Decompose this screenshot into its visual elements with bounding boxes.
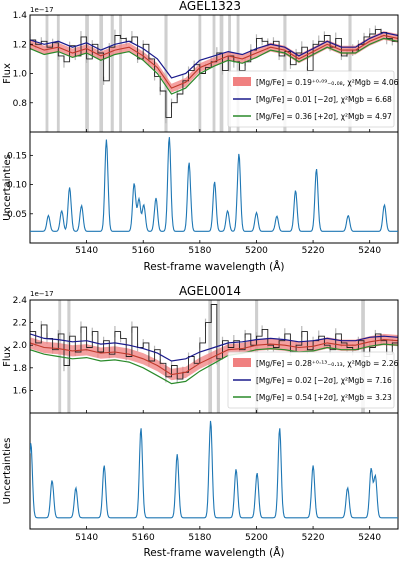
model-line — [30, 37, 398, 95]
masked-band — [212, 15, 216, 132]
model-line — [30, 343, 398, 385]
panel-title: AGEL1323 — [179, 0, 241, 13]
x-tick-label: 5240 — [358, 246, 381, 256]
observed-spectrum — [30, 304, 398, 380]
legend-label: [Mg/Fe] = 0.36 [+2σ], χ²Mgb = 4.97 — [256, 112, 392, 121]
flux-series — [30, 25, 398, 124]
x-tick-label: 5200 — [245, 246, 268, 256]
legend-swatch — [233, 77, 251, 86]
y-tick-label: 1.4 — [13, 11, 28, 21]
legend-label: [Mg/Fe] = 0.02 [−2σ], χ²Mgb = 7.16 — [256, 376, 392, 385]
model-line — [30, 339, 398, 376]
masked-band — [99, 15, 104, 132]
y-tick-label: 0.10 — [7, 181, 27, 191]
y-tick-label: 0.8 — [13, 99, 28, 109]
legend-label: [Mg/Fe] = 0.01 [−2σ], χ²Mgb = 6.68 — [256, 95, 392, 104]
legend-label: [Mg/Fe] = 0.54 [+2σ], χ²Mgb = 3.23 — [256, 393, 392, 402]
y-tick-label: 2.4 — [13, 296, 28, 306]
masked-band — [67, 300, 71, 413]
model-line — [30, 333, 398, 362]
x-axis-label: Rest-frame wavelength (Å) — [143, 260, 284, 273]
y-tick-label: 2.0 — [13, 341, 28, 351]
x-tick-label: 5240 — [358, 533, 381, 543]
x-tick-label: 5140 — [75, 533, 98, 543]
x-tick-label: 5160 — [132, 533, 155, 543]
y-tick-label: 1.2 — [13, 40, 27, 50]
uncertainty-frame — [29, 131, 399, 244]
legend-box — [227, 70, 395, 128]
panel-agel1323: AGEL1323 1e−17 0.8 1.0 1.2 1.4 Flux [Mg/Fe] =… — [2, 0, 399, 273]
x-tick-label: 5220 — [302, 246, 325, 256]
offset-text: 1e−17 — [30, 6, 54, 14]
x-tick-label: 5180 — [188, 246, 211, 256]
y-tick-label: 1.0 — [13, 70, 28, 80]
flux-ylabel: Flux — [2, 63, 13, 84]
uncertainty-series — [30, 420, 398, 519]
x-tick-label: 5140 — [75, 246, 98, 256]
legend-label: [Mg/Fe] = 0.28⁺⁰·¹³₋₀.₁₃, χ²Mgb = 2.26 — [256, 359, 399, 368]
y-tick-label: 0.15 — [7, 151, 27, 161]
masked-band — [110, 15, 114, 132]
model-line — [30, 34, 398, 89]
legend-label: [Mg/Fe] = 0.19⁺⁰·⁰⁹₋₀.₀₈, χ²Mgb = 4.06 — [256, 78, 399, 87]
masked-band — [164, 15, 168, 132]
uncertainty-series — [30, 137, 398, 232]
uncertainty-line — [30, 420, 398, 519]
x-tick-label: 5180 — [188, 533, 211, 543]
masked-band — [45, 15, 49, 132]
y-tick-label: 2.2 — [13, 319, 27, 329]
y-tick-label: 1.8 — [13, 364, 28, 374]
x-tick-label: 5160 — [132, 246, 155, 256]
uncertainty-ylabel: Uncertainties — [2, 438, 13, 505]
masked-band — [85, 15, 89, 132]
legend-box — [227, 351, 395, 409]
x-tick-label: 5220 — [302, 533, 325, 543]
y-tick-label: 0.05 — [7, 210, 27, 220]
observed-spectrum — [30, 29, 398, 118]
masked-band — [56, 15, 60, 132]
masked-band — [119, 15, 122, 132]
masked-band — [219, 15, 224, 132]
offset-text: 1e−17 — [30, 290, 54, 298]
x-axis-label: Rest-frame wavelength (Å) — [143, 546, 284, 559]
flux-ylabel: Flux — [2, 346, 13, 367]
y-tick-label: 1.6 — [13, 386, 28, 396]
model-line — [30, 31, 398, 79]
uncertainty-line — [30, 137, 398, 232]
panel-title: AGEL0014 — [179, 284, 241, 298]
x-tick-label: 5200 — [245, 533, 268, 543]
uncertainty-ylabel: Uncertainties — [2, 154, 13, 221]
legend-swatch — [233, 358, 251, 367]
uncertainty-frame — [29, 412, 399, 530]
panel-agel0014: AGEL0014 1e−17 1.6 1.8 2.0 2.2 2.4 Flux [Mg/Fe… — [2, 284, 399, 559]
